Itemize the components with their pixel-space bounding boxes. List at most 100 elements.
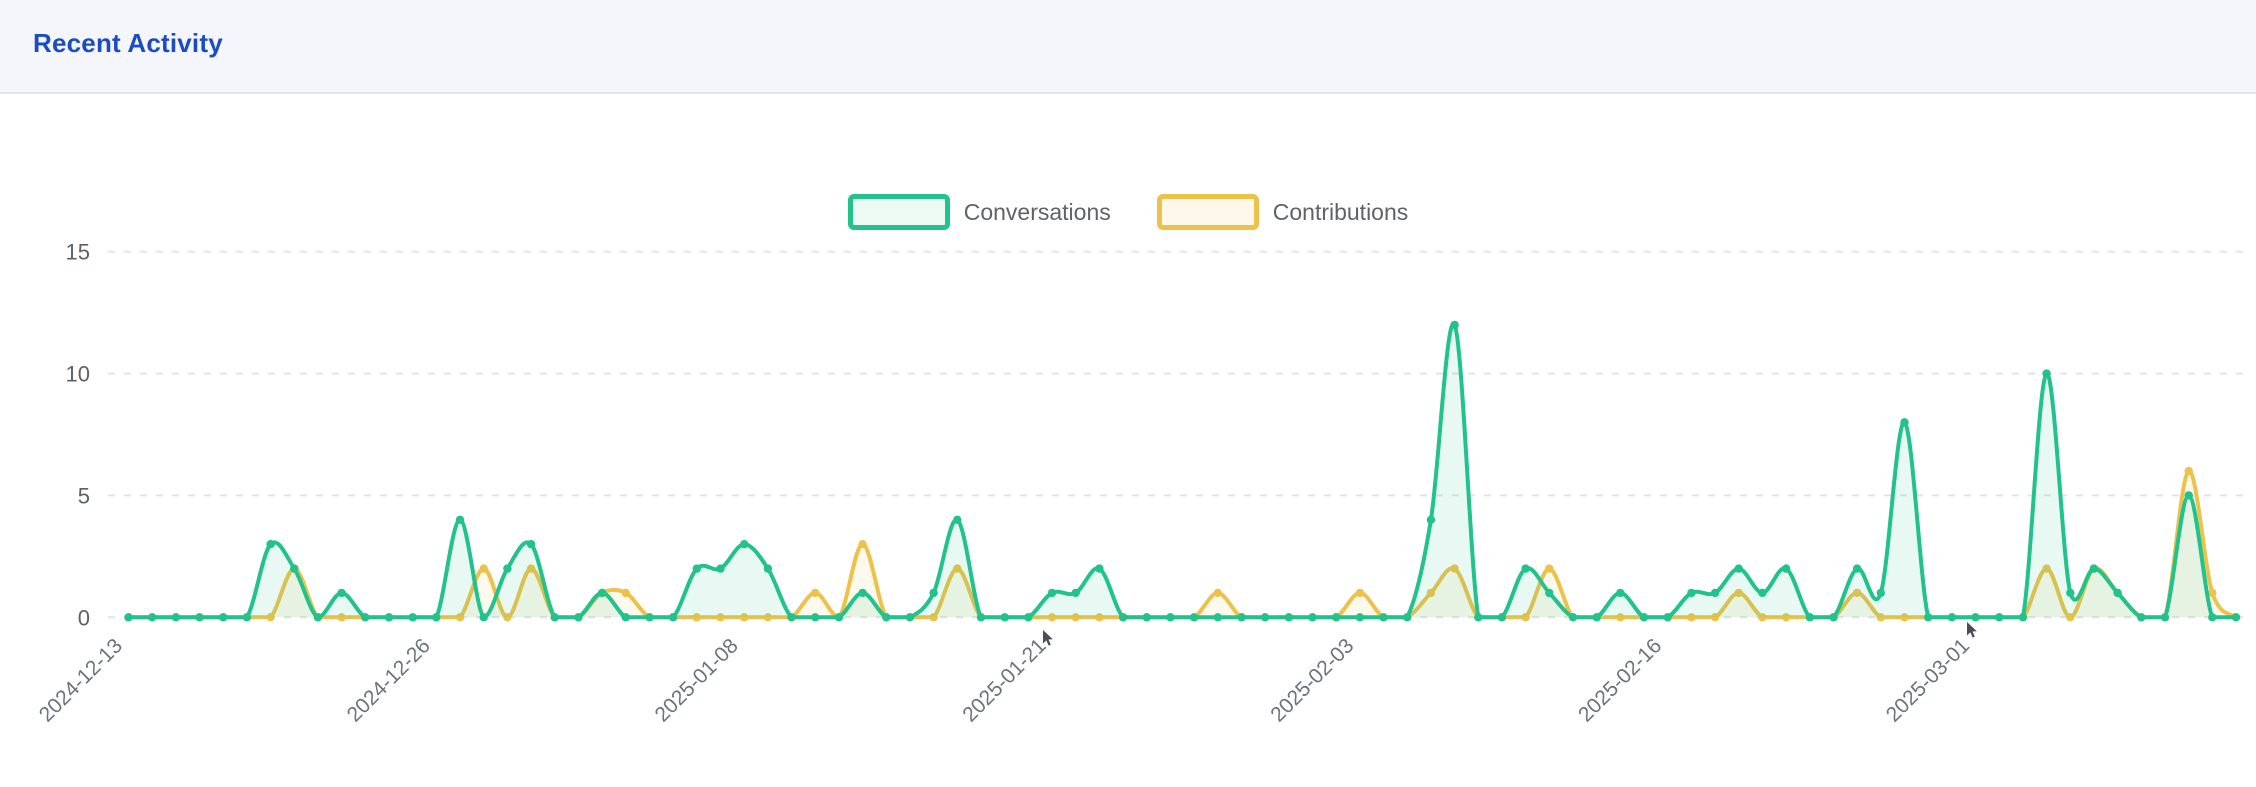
conversations-point-2025-01-02 (597, 588, 607, 598)
contributions-point-2025-01-28 (1213, 588, 1223, 598)
conversations-point-2025-02-10 (1521, 564, 1530, 573)
conversations-point-2024-12-14 (148, 613, 157, 622)
conversations-point-2024-12-29 (503, 564, 512, 573)
conversations-point-2025-03-12 (2231, 613, 2241, 622)
conversations-point-2025-02-19 (1734, 564, 1743, 573)
conversations-point-2025-02-05 (1403, 613, 1412, 622)
conversations-point-2024-12-23 (361, 613, 370, 622)
conversations-point-2025-02-09 (1497, 613, 1507, 622)
conversations-point-2025-03-11 (2208, 613, 2217, 622)
conversations-point-2025-03-05 (2066, 588, 2075, 598)
x-axis-label-2025-03-01: 2025-03-01 (1882, 634, 1974, 726)
conversations-point-2025-01-16 (929, 588, 938, 598)
y-axis-label-15: 15 (66, 240, 90, 265)
conversations-point-2025-02-15 (1639, 613, 1649, 622)
legend-item-contributions[interactable]: Contributions (1156, 194, 1408, 230)
contributions-point-2024-12-28 (479, 564, 488, 573)
conversations-point-2025-01-04 (645, 613, 654, 622)
x-axis-label-2024-12-13: 2024-12-13 (35, 634, 127, 726)
conversations-point-2025-02-23 (1829, 613, 1838, 622)
contributions-point-2025-02-19 (1734, 588, 1743, 598)
contributions-point-2025-01-09 (763, 613, 773, 622)
x-axis-label-2025-01-21: 2025-01-21 (958, 634, 1050, 726)
conversations-point-2025-02-01 (1308, 613, 1317, 622)
conversations-point-2024-12-17 (219, 613, 228, 622)
page-title: Recent Activity (33, 27, 223, 58)
y-axis-label-10: 10 (66, 362, 90, 387)
panel-header: Recent Activity (0, 0, 2256, 94)
conversations-point-2025-01-01 (574, 613, 583, 622)
conversations-point-2025-01-10 (787, 613, 796, 622)
conversations-point-2025-02-14 (1616, 588, 1625, 598)
conversations-point-2025-02-04 (1379, 613, 1388, 622)
conversations-point-2025-01-05 (668, 613, 678, 622)
conversations-point-2025-01-28 (1213, 613, 1223, 622)
conversations-point-2024-12-30 (526, 540, 536, 549)
conversations-point-2025-03-06 (2089, 564, 2099, 573)
contributions-point-2025-03-11 (2208, 588, 2217, 598)
conversations-point-2025-02-03 (1355, 613, 1365, 622)
conversations-point-2025-01-19 (1000, 613, 1009, 622)
contributions-point-2024-12-30 (526, 564, 536, 573)
conversations-point-2025-02-08 (1474, 613, 1483, 622)
conversations-point-2025-01-17 (953, 515, 962, 524)
conversations-point-2025-01-27 (1189, 613, 1199, 622)
conversations-point-2025-03-02 (1995, 613, 2004, 622)
contributions-point-2024-12-29 (503, 613, 512, 622)
conversations-point-2025-03-10 (2184, 491, 2193, 500)
contributions-point-2025-02-03 (1355, 588, 1365, 598)
mouse-cursor-1 (1967, 622, 1977, 638)
conversations-legend-swatch (847, 194, 950, 230)
conversations-point-2025-02-28 (1947, 613, 1957, 622)
conversations-point-2025-02-24 (1852, 564, 1862, 573)
contributions-point-2025-01-21 (1047, 613, 1057, 622)
conversations-point-2025-01-23 (1095, 564, 1104, 573)
contributions-point-2025-02-11 (1545, 564, 1554, 573)
conversations-point-2025-01-03 (621, 613, 630, 622)
conversations-point-2024-12-15 (171, 613, 181, 622)
contributions-point-2025-01-17 (953, 564, 962, 573)
x-axis-label-2025-02-03: 2025-02-03 (1266, 634, 1358, 726)
conversations-point-2025-01-08 (740, 540, 749, 549)
conversations-point-2025-01-20 (1024, 613, 1033, 622)
contributions-point-2025-03-04 (2042, 564, 2051, 573)
x-axis-label-2024-12-26: 2024-12-26 (343, 634, 435, 726)
conversations-point-2025-03-09 (2160, 613, 2170, 622)
conversations-point-2024-12-13 (124, 613, 133, 622)
conversations-point-2025-01-25 (1142, 613, 1151, 622)
conversations-point-2025-01-24 (1118, 613, 1128, 622)
contributions-point-2025-02-24 (1852, 588, 1862, 598)
conversations-point-2025-01-12 (834, 613, 844, 622)
conversations-point-2025-02-12 (1568, 613, 1578, 622)
conversations-point-2025-01-07 (716, 564, 725, 573)
conversations-point-2025-02-02 (1332, 613, 1341, 622)
conversations-point-2025-01-06 (692, 564, 701, 573)
conversations-point-2025-02-27 (1924, 613, 1933, 622)
recent-activity-chart: Conversations Contributions 0 5 10 15 2024-1… (0, 94, 2256, 782)
contributions-point-2025-02-18 (1710, 613, 1720, 622)
legend-item-conversations[interactable]: Conversations (847, 194, 1111, 230)
conversations-point-2025-02-17 (1687, 588, 1696, 598)
conversations-point-2025-02-21 (1781, 564, 1791, 573)
conversations-point-2024-12-20 (290, 564, 299, 573)
conversations-point-2025-01-13 (858, 588, 867, 598)
contributions-point-2025-01-06 (692, 613, 701, 622)
conversations-point-2025-03-07 (2113, 588, 2122, 598)
contributions-point-2025-03-10 (2184, 466, 2193, 476)
contributions-legend-swatch (1156, 194, 1259, 230)
conversations-point-2025-02-06 (1426, 515, 1436, 524)
conversations-point-2025-02-13 (1592, 613, 1601, 622)
contributions-point-2025-01-13 (858, 540, 867, 549)
contributions-point-2025-02-25 (1876, 613, 1886, 622)
contributions-point-2024-12-22 (337, 613, 346, 622)
conversations-point-2025-01-22 (1071, 588, 1080, 598)
contributions-point-2025-01-03 (621, 588, 630, 598)
conversations-point-2025-02-26 (1900, 418, 1909, 427)
conversations-point-2024-12-16 (195, 613, 204, 622)
contributions-point-2024-12-27 (455, 613, 465, 622)
conversations-point-2025-01-14 (882, 613, 891, 622)
conversations-point-2025-01-11 (811, 613, 820, 622)
conversations-point-2025-02-25 (1876, 588, 1886, 598)
conversations-point-2025-03-08 (2137, 613, 2146, 622)
conversations-point-2025-01-29 (1237, 613, 1246, 622)
